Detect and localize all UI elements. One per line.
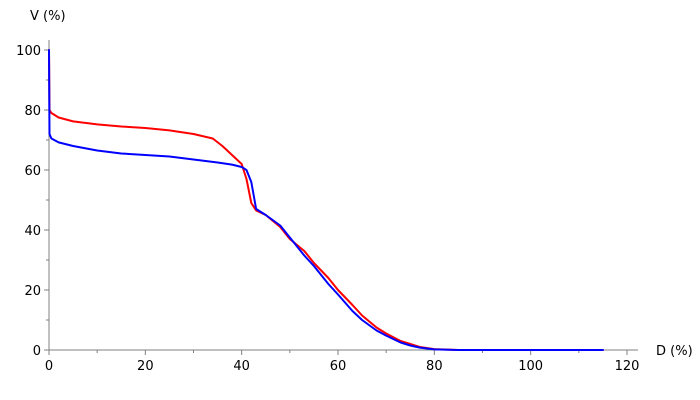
x-axis-label: D (%)	[656, 344, 693, 359]
x-tick-label: 60	[330, 359, 347, 374]
series-line-1	[48, 49, 604, 351]
y-tick-label: 80	[24, 104, 41, 119]
series-line-2	[48, 49, 604, 351]
y-tick-label: 60	[24, 164, 41, 179]
y-tick-label: 40	[24, 224, 41, 239]
x-tick-label: 120	[615, 359, 640, 374]
x-tick-label: 80	[426, 359, 443, 374]
x-tick-label: 100	[518, 359, 543, 374]
y-tick-label: 20	[24, 284, 41, 299]
chart-series	[48, 49, 604, 351]
x-tick-label: 20	[137, 359, 154, 374]
y-axis-label: V (%)	[30, 9, 66, 24]
chart-axes	[48, 40, 638, 351]
x-tick-label: 0	[45, 359, 53, 374]
x-tick-label: 40	[233, 359, 250, 374]
y-tick-label: 0	[33, 344, 41, 359]
y-tick-label: 100	[16, 44, 41, 59]
chart-ticks: 0 20 40 60 80 100 120 0 20 40 60 80 100	[16, 44, 639, 374]
